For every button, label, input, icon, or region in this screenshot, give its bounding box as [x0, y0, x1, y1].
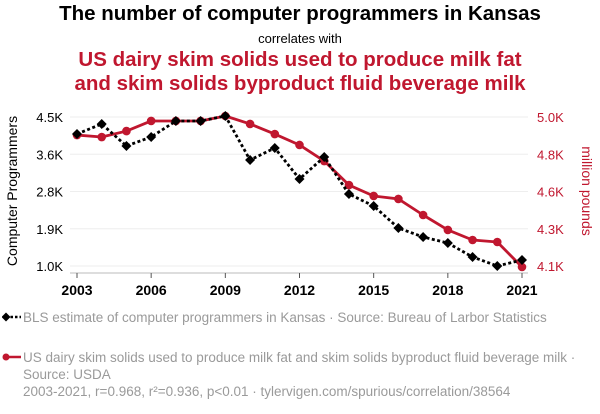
- series-programmers-point: [220, 110, 231, 121]
- y-left-tick-label: 1.0K: [36, 259, 63, 274]
- series-dairy-point: [344, 180, 354, 190]
- y-left-tick-label: 4.5K: [36, 110, 63, 125]
- y-left-tick-label: 3.6K: [36, 147, 63, 162]
- y-axis-left: 1.0K 1.9K 2.8K 3.6K 4.5K: [36, 110, 63, 274]
- series-dairy-point: [97, 132, 107, 142]
- x-tick-label: 2021: [506, 282, 537, 298]
- gridlines: [70, 116, 528, 267]
- series-dairy-point: [270, 129, 280, 139]
- series-programmers-point: [294, 173, 305, 184]
- series-programmers-point: [121, 140, 132, 151]
- series-programmers-line: [76, 114, 523, 268]
- y-right-tick-label: 4.1K: [537, 259, 564, 274]
- x-tick-label: 2009: [210, 282, 241, 298]
- y-right-tick-label: 4.6K: [537, 185, 564, 200]
- title2-line2: and skim solids byproduct fluid beverage…: [74, 72, 526, 95]
- y-right-tick-label: 4.8K: [537, 147, 564, 162]
- series-programmers: [72, 110, 527, 271]
- series-programmers-point: [96, 118, 107, 129]
- y-right-tick-label: 5.0K: [537, 110, 564, 125]
- series-programmers-point: [170, 116, 181, 127]
- chart-plot: 2003 2006 2009 2012 2015 2018 2021 1.0K 1.9K 2.8…: [4, 110, 595, 298]
- y-axis-right: 4.1K 4.3K 4.6K 4.8K 5.0K: [537, 110, 564, 274]
- series-dairy-point: [369, 191, 378, 201]
- y-axis-right-label: million pounds: [579, 146, 595, 236]
- footer-stats: 2003-2021, r=0.968, r²=0.936, p<0.01 · t…: [23, 384, 511, 399]
- series-programmers-point: [492, 261, 503, 271]
- series-dairy-point: [295, 140, 304, 150]
- series-dairy-point: [517, 262, 527, 272]
- y-left-tick-label: 1.9K: [36, 222, 63, 237]
- series-dairy-point: [122, 126, 131, 136]
- series-programmers-point: [195, 116, 206, 127]
- series-programmers-point: [245, 154, 256, 165]
- y-axis-left-label: Computer Programmers: [4, 116, 20, 266]
- series-dairy-point: [468, 235, 477, 245]
- chart-title-secondary: US dairy skim solids used to produce mil…: [0, 48, 600, 96]
- series-dairy-point: [394, 194, 403, 204]
- title2-line1: US dairy skim solids used to produce mil…: [78, 48, 522, 71]
- legend-label-dairy: US dairy skim solids used to produce mil…: [23, 350, 576, 382]
- series-dairy-point: [245, 119, 255, 129]
- series-programmers-point: [393, 222, 404, 233]
- legend-label-programmers: BLS estimate of computer programmers in …: [23, 310, 547, 325]
- x-tick-label: 2003: [61, 282, 92, 298]
- series-dairy-point: [146, 116, 156, 126]
- series-programmers-point: [517, 254, 527, 265]
- series-programmers-point: [442, 238, 453, 249]
- legend-marker-solid-circle-icon: [2, 353, 21, 361]
- legend-marker-dotted-diamond-icon: [2, 312, 21, 322]
- series-dairy-point: [418, 210, 428, 220]
- chart-subtitle: correlates with: [258, 31, 342, 46]
- series-programmers-point: [319, 152, 330, 163]
- series-dairy-point: [492, 237, 502, 247]
- y-left-tick-label: 2.8K: [36, 185, 63, 200]
- x-tick-label: 2012: [284, 282, 315, 298]
- x-tick-label: 2015: [358, 282, 389, 298]
- series-dairy-point: [443, 225, 453, 235]
- x-tick-label: 2018: [432, 282, 463, 298]
- series-programmers-point: [146, 132, 157, 143]
- series-programmers-point: [269, 142, 280, 153]
- series-programmers-point: [467, 252, 478, 263]
- x-axis: 2003 2006 2009 2012 2015 2018 2021: [61, 272, 538, 298]
- series-programmers-point: [418, 232, 429, 243]
- chart-title: The number of computer programmers in Ka…: [59, 2, 541, 25]
- series-programmers-point: [343, 189, 354, 200]
- series-programmers-point: [72, 129, 82, 140]
- y-right-tick-label: 4.3K: [537, 222, 564, 237]
- series-programmers-point: [368, 201, 379, 212]
- x-tick-label: 2006: [136, 282, 167, 298]
